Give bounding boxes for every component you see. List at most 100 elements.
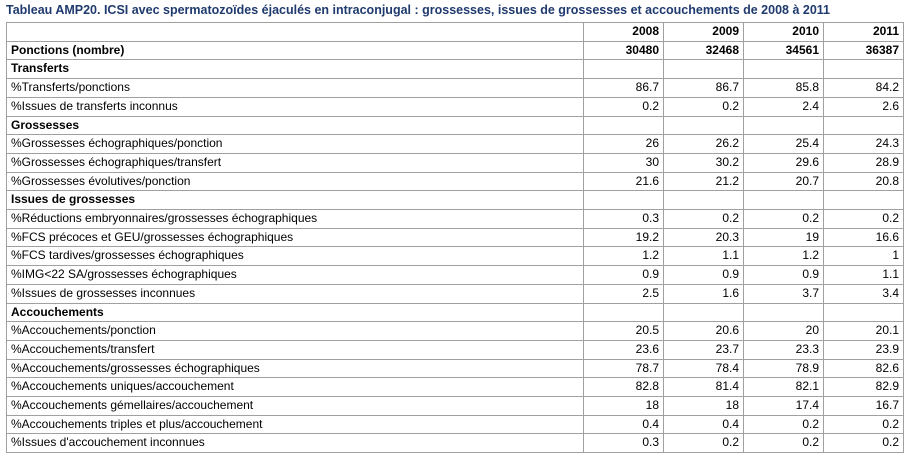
ponctions-value: 34561 [743,40,824,61]
table-row: %Issues de transferts inconnus 0.2 0.2 2.4 2… [6,96,904,117]
row-value: 20 [743,321,824,341]
row-value: 20.6 [663,321,744,341]
section-header-row: Accouchements [6,302,904,323]
row-value: 2.6 [823,96,904,117]
row-value: 0.9 [743,265,824,285]
row-label: %Accouchements/transfert [6,339,584,360]
row-value: 85.8 [743,78,824,98]
row-value: 0.4 [583,414,664,435]
table-row: %Grossesses échographiques/ponction 26 26.… [6,134,904,154]
section-empty-cell [663,302,744,323]
row-value: 78.7 [583,358,664,379]
section-empty-cell [583,115,664,136]
row-value: 82.1 [743,377,824,398]
year-header: 2011 [823,22,904,42]
row-label: %Accouchements gémellaires/accouchement [6,396,584,416]
section-title: Grossesses [6,115,584,136]
ponctions-label: Ponctions (nombre) [6,40,584,61]
section-header-row: Transferts [6,59,904,80]
row-value: 1.6 [663,283,744,304]
row-value: 25.4 [743,134,824,154]
row-value: 24.3 [823,134,904,154]
row-value: 0.9 [583,265,664,285]
row-value: 20.8 [823,171,904,192]
row-value: 16.6 [823,227,904,248]
row-value: 21.6 [583,171,664,192]
row-value: 3.4 [823,283,904,304]
section-empty-cell [663,190,744,211]
row-value: 81.4 [663,377,744,398]
row-label: %Accouchements uniques/accouchement [6,377,584,398]
row-value: 0.2 [743,209,824,229]
row-value: 0.3 [583,433,664,454]
row-value: 82.6 [823,358,904,379]
section-empty-cell [823,115,904,136]
row-label: %Issues de grossesses inconnues [6,283,584,304]
row-value: 2.4 [743,96,824,117]
table-row: %Accouchements gémellaires/accouchement 1… [6,396,904,416]
row-label: %Accouchements triples et plus/accouchem… [6,414,584,435]
section-empty-cell [663,59,744,80]
row-label: %Grossesses évolutives/ponction [6,171,584,192]
amp20-table: 2008 2009 2010 2011 Ponctions (nombre) 3… [6,22,904,454]
header-empty-cell [6,22,584,42]
row-label: %Accouchements/ponction [6,321,584,341]
section-title: Accouchements [6,302,584,323]
section-empty-cell [743,302,824,323]
row-value: 3.7 [743,283,824,304]
row-label: %Grossesses échographiques/transfert [6,152,584,173]
row-value: 18 [663,396,744,416]
row-value: 17.4 [743,396,824,416]
table-row: %FCS tardives/grossesses échographiques 1… [6,246,904,267]
row-value: 30 [583,152,664,173]
row-value: 0.3 [583,209,664,229]
table-row: %Accouchements/ponction 20.5 20.6 20 20.1 [6,321,904,341]
row-value: 1.2 [743,246,824,267]
row-value: 1 [823,246,904,267]
row-label: %FCS précoces et GEU/grossesses échograp… [6,227,584,248]
year-header: 2008 [583,22,664,42]
row-value: 23.9 [823,339,904,360]
row-value: 20.3 [663,227,744,248]
row-value: 0.2 [663,96,744,117]
ponctions-value: 32468 [663,40,744,61]
row-value: 0.2 [663,209,744,229]
header-row: 2008 2009 2010 2011 [6,22,904,42]
row-value: 2.5 [583,283,664,304]
row-value: 0.4 [663,414,744,435]
row-label: %FCS tardives/grossesses échographiques [6,246,584,267]
row-value: 28.9 [823,152,904,173]
section-title: Issues de grossesses [6,190,584,211]
table-caption: Tableau AMP20. ICSI avec spermatozoïdes … [6,3,830,17]
row-value: 18 [583,396,664,416]
ponctions-value: 30480 [583,40,664,61]
section-empty-cell [823,302,904,323]
row-value: 78.4 [663,358,744,379]
row-value: 78.9 [743,358,824,379]
table-row: %Réductions embryonnaires/grossesses éch… [6,209,904,229]
section-empty-cell [743,115,824,136]
row-value: 23.6 [583,339,664,360]
table-row: %IMG<22 SA/grossesses échographiques 0.9 0… [6,265,904,285]
row-value: 0.2 [823,209,904,229]
row-value: 82.8 [583,377,664,398]
table-row: %Grossesses échographiques/transfert 30 30… [6,152,904,173]
table-row: %Accouchements uniques/accouchement 82.8 8… [6,377,904,398]
section-empty-cell [663,115,744,136]
ponctions-value: 36387 [823,40,904,61]
section-empty-cell [583,190,664,211]
section-header-row: Issues de grossesses [6,190,904,211]
row-value: 1.1 [663,246,744,267]
year-header: 2010 [743,22,824,42]
table-row: %Issues de grossesses inconnues 2.5 1.6 3.7… [6,283,904,304]
year-header: 2009 [663,22,744,42]
row-value: 19.2 [583,227,664,248]
row-value: 0.2 [823,433,904,454]
row-value: 23.7 [663,339,744,360]
row-label: %Réductions embryonnaires/grossesses éch… [6,209,584,229]
row-label: %IMG<22 SA/grossesses échographiques [6,265,584,285]
table-row: %Grossesses évolutives/ponction 21.6 21.2 2… [6,171,904,192]
table-row: %Transferts/ponctions 86.7 86.7 85.8 84.2 [6,78,904,98]
row-value: 0.2 [823,414,904,435]
